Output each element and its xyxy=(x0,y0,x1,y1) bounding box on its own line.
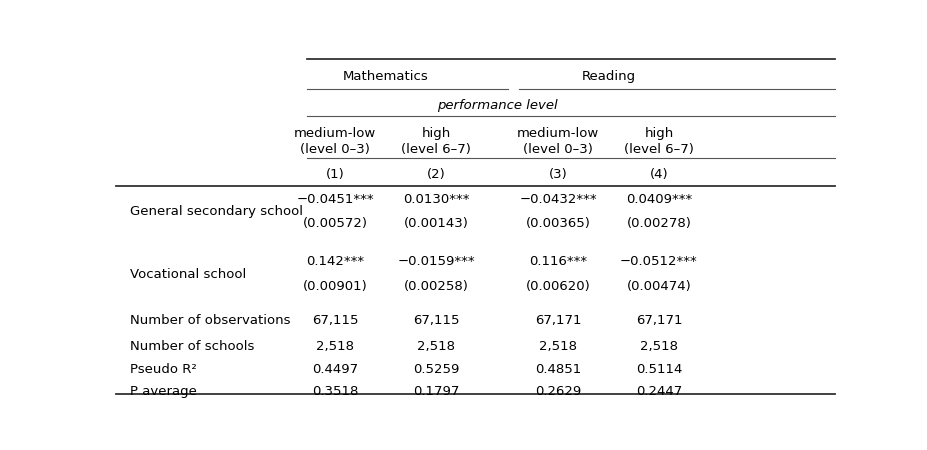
Text: 67,171: 67,171 xyxy=(635,314,681,327)
Text: medium-low
(level 0–3): medium-low (level 0–3) xyxy=(516,127,599,156)
Text: General secondary school: General secondary school xyxy=(130,205,303,218)
Text: 0.2629: 0.2629 xyxy=(535,385,581,398)
Text: Mathematics: Mathematics xyxy=(342,70,428,83)
Text: high
(level 6–7): high (level 6–7) xyxy=(400,127,471,156)
Text: 0.0409***: 0.0409*** xyxy=(625,193,692,206)
Text: Reading: Reading xyxy=(581,70,635,83)
Text: 0.4851: 0.4851 xyxy=(535,363,581,376)
Text: Vocational school: Vocational school xyxy=(130,268,247,280)
Text: (2): (2) xyxy=(426,168,445,181)
Text: Number of schools: Number of schools xyxy=(130,340,255,353)
Text: 67,115: 67,115 xyxy=(311,314,358,327)
Text: Pseudo R²: Pseudo R² xyxy=(130,363,197,376)
Text: 67,171: 67,171 xyxy=(535,314,581,327)
Text: 0.5114: 0.5114 xyxy=(635,363,681,376)
Text: high
(level 6–7): high (level 6–7) xyxy=(623,127,693,156)
Text: P average: P average xyxy=(130,385,197,398)
Text: (0.00143): (0.00143) xyxy=(403,217,468,230)
Text: −0.0432***: −0.0432*** xyxy=(519,193,596,206)
Text: (0.00620): (0.00620) xyxy=(526,279,590,292)
Text: 0.1797: 0.1797 xyxy=(413,385,459,398)
Text: (1): (1) xyxy=(325,168,344,181)
Text: (0.00474): (0.00474) xyxy=(626,279,691,292)
Text: 67,115: 67,115 xyxy=(413,314,459,327)
Text: 0.3518: 0.3518 xyxy=(311,385,358,398)
Text: (0.00572): (0.00572) xyxy=(302,217,367,230)
Text: performance level: performance level xyxy=(437,99,557,112)
Text: (0.00278): (0.00278) xyxy=(626,217,691,230)
Text: Number of observations: Number of observations xyxy=(130,314,290,327)
Text: 0.2447: 0.2447 xyxy=(635,385,681,398)
Text: (0.00258): (0.00258) xyxy=(403,279,468,292)
Text: (0.00901): (0.00901) xyxy=(302,279,367,292)
Text: medium-low
(level 0–3): medium-low (level 0–3) xyxy=(294,127,376,156)
Text: 0.5259: 0.5259 xyxy=(413,363,459,376)
Text: 2,518: 2,518 xyxy=(539,340,577,353)
Text: −0.0451***: −0.0451*** xyxy=(297,193,374,206)
Text: −0.0159***: −0.0159*** xyxy=(397,256,475,268)
Text: −0.0512***: −0.0512*** xyxy=(619,256,697,268)
Text: 0.4497: 0.4497 xyxy=(312,363,358,376)
Text: 0.142***: 0.142*** xyxy=(306,256,364,268)
Text: 2,518: 2,518 xyxy=(416,340,454,353)
Text: (0.00365): (0.00365) xyxy=(526,217,590,230)
Text: (4): (4) xyxy=(649,168,667,181)
Text: 2,518: 2,518 xyxy=(316,340,354,353)
Text: (3): (3) xyxy=(549,168,567,181)
Text: 0.116***: 0.116*** xyxy=(528,256,587,268)
Text: 0.0130***: 0.0130*** xyxy=(402,193,469,206)
Text: 2,518: 2,518 xyxy=(640,340,678,353)
